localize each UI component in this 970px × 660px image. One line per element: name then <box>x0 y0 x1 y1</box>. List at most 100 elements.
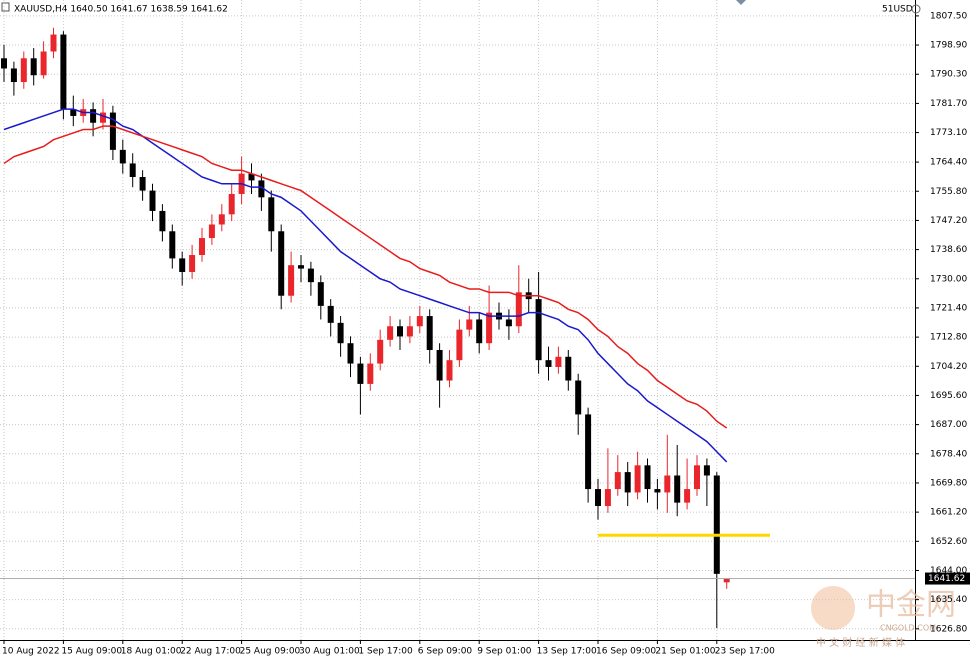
candle-body <box>713 475 720 574</box>
candle-body <box>109 112 116 150</box>
candle-body <box>169 231 176 259</box>
candle-body <box>436 349 443 381</box>
candle-body <box>288 265 295 296</box>
y-tick-label: 1764.40 <box>930 158 967 168</box>
candle-body <box>664 475 671 493</box>
candle-body <box>258 180 265 198</box>
y-tick-label: 1704.20 <box>930 362 967 372</box>
candle-body <box>397 326 403 337</box>
candle-body <box>129 163 136 178</box>
chart-icon <box>1 2 10 12</box>
candle-body <box>387 326 394 340</box>
y-tick-label: 1755.80 <box>930 187 967 197</box>
y-tick-label: 1695.60 <box>930 391 967 401</box>
candle-body <box>30 58 37 76</box>
x-tick-label: 15 Aug 09:00 <box>61 647 122 657</box>
candle-body <box>327 305 334 323</box>
candle-body <box>614 472 621 490</box>
candle-body <box>575 380 582 415</box>
y-tick-label: 1721.40 <box>930 303 967 313</box>
account-label: 51USD <box>882 5 913 15</box>
x-tick-label: 10 Aug 2022 <box>2 647 60 657</box>
candle-body <box>654 489 661 493</box>
candle-body <box>644 465 651 490</box>
candle-body <box>149 190 156 211</box>
y-tick-label: 1738.60 <box>930 245 967 255</box>
x-tick-label: 21 Sep 01:00 <box>655 647 715 657</box>
candle-body <box>10 68 17 83</box>
y-tick-label: 1712.80 <box>930 333 967 343</box>
candle-body <box>585 414 592 490</box>
candle-body <box>694 465 700 490</box>
moving-average <box>3 108 728 463</box>
candle-body <box>317 282 324 306</box>
candle-body <box>119 149 126 164</box>
y-tick-label: 1807.50 <box>930 11 967 21</box>
account-icon[interactable] <box>911 4 921 14</box>
current-price-box <box>925 572 970 585</box>
candle-body <box>159 210 166 232</box>
candle-body <box>555 356 562 367</box>
candle-body <box>278 231 285 296</box>
x-tick-label: 6 Sep 09:00 <box>418 647 473 657</box>
candle-body <box>406 326 413 337</box>
candle-body <box>456 329 463 361</box>
x-tick-label: 25 Aug 09:00 <box>240 647 301 657</box>
candle-body <box>298 265 304 269</box>
candle-body <box>70 109 77 116</box>
x-tick-label: 16 Sep 09:00 <box>596 647 656 657</box>
candle-body <box>674 475 681 503</box>
candle-body <box>40 51 47 76</box>
y-tick-label: 1678.40 <box>930 449 967 459</box>
candle-body <box>624 472 631 493</box>
y-tick-label: 1644.00 <box>930 566 967 576</box>
candle-body <box>307 268 314 283</box>
watermark-logo <box>811 586 855 630</box>
y-tick-label: 1626.80 <box>930 624 967 634</box>
candle-body <box>684 489 691 503</box>
y-tick-label: 1635.40 <box>930 595 967 605</box>
candle-body <box>189 255 196 272</box>
x-tick-label: 23 Sep 17:00 <box>715 647 775 657</box>
candle-body <box>139 177 146 191</box>
x-tick-label: 22 Aug 17:00 <box>180 647 241 657</box>
y-tick-label: 1730.00 <box>930 274 967 284</box>
candle-body <box>208 224 215 239</box>
candle-body <box>505 319 512 327</box>
watermark-text: 中金网 <box>866 588 956 623</box>
moving-average <box>3 125 728 429</box>
candle-body <box>466 319 473 330</box>
candle-body <box>545 360 552 367</box>
candle-body <box>476 319 483 344</box>
candle-body <box>723 578 730 583</box>
x-tick-label: 18 Aug 01:00 <box>121 647 182 657</box>
x-tick-label: 13 Sep 17:00 <box>537 647 597 657</box>
candle-body <box>357 363 364 384</box>
candle-body <box>268 197 275 232</box>
x-tick-label: 30 Aug 01:00 <box>299 647 360 657</box>
candle-body <box>535 299 542 361</box>
grid <box>0 0 915 640</box>
candle-body <box>60 34 67 110</box>
candle-body <box>228 193 235 215</box>
candle-body <box>446 360 453 381</box>
chart-title: XAUUSD,H4 1640.50 1641.67 1638.59 1641.6… <box>14 5 228 15</box>
x-tick-label: 9 Sep 01:00 <box>477 647 532 657</box>
y-tick-label: 1652.60 <box>930 537 967 547</box>
candle-body <box>337 322 344 344</box>
y-tick-label: 1781.70 <box>930 99 967 109</box>
y-tick-label: 1747.20 <box>930 216 967 226</box>
y-tick-label: 1669.80 <box>930 478 967 488</box>
candle-body <box>100 112 106 123</box>
candle-body <box>367 363 374 384</box>
x-tick-label: 1 Sep 17:00 <box>358 647 413 657</box>
candle-body <box>377 339 384 364</box>
candle-body <box>199 238 205 256</box>
candle-body <box>20 58 27 83</box>
y-tick-label: 1773.10 <box>930 128 967 138</box>
candle-body <box>179 258 186 272</box>
current-price-label: 1641.62 <box>928 574 965 584</box>
y-tick-label: 1661.20 <box>930 508 967 518</box>
